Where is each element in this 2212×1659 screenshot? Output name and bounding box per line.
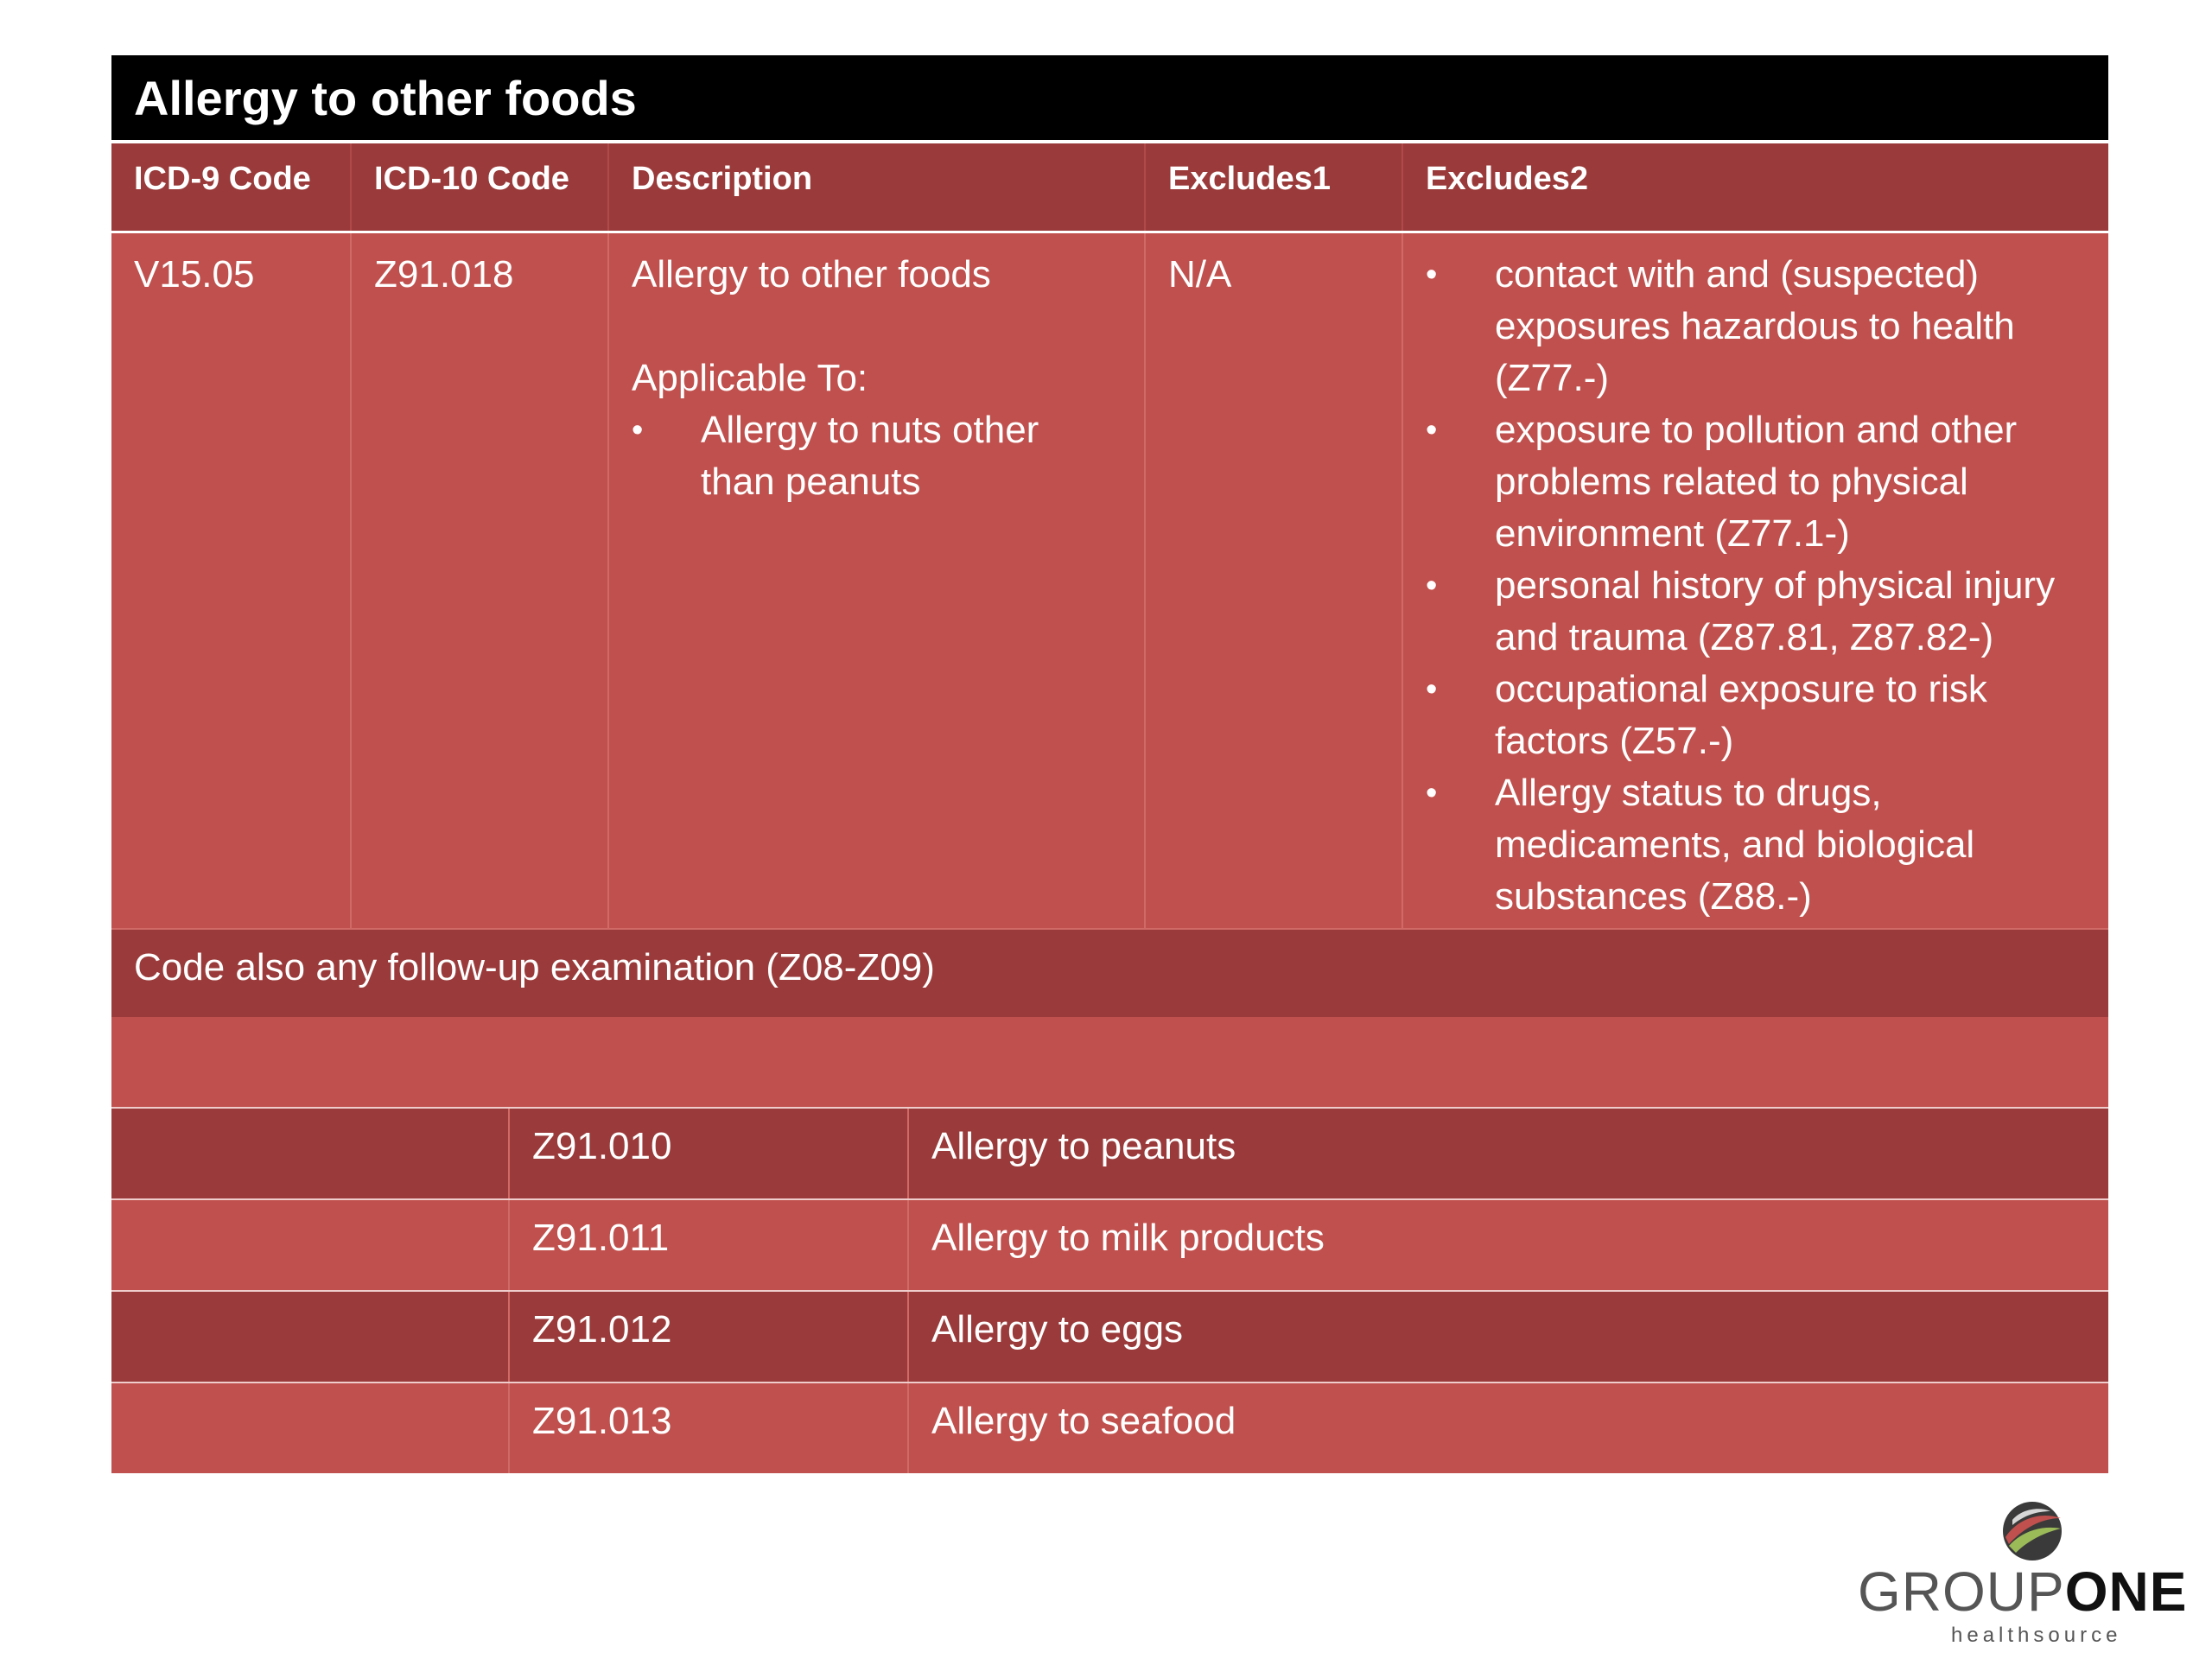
sub-code: Z91.010: [510, 1109, 909, 1198]
excludes2-item: contact with and (suspected) exposures h…: [1426, 249, 2086, 404]
sub-blank-cell: [111, 1200, 510, 1290]
allergy-table: Allergy to other foods ICD-9 Code ICD-10…: [111, 55, 2108, 1473]
excludes2-item: exposure to pollution and other problems…: [1426, 404, 2086, 560]
excludes2-item: personal history of physical injury and …: [1426, 560, 2086, 664]
applicable-label: Applicable To:: [632, 357, 868, 399]
cell-icd9: V15.05: [111, 233, 352, 928]
spacer-row: [111, 1017, 2108, 1107]
header-icd9: ICD-9 Code: [111, 143, 352, 231]
applicable-list: Allergy to nuts other than peanuts: [632, 404, 1122, 508]
header-icd10: ICD-10 Code: [352, 143, 609, 231]
table-title: Allergy to other foods: [111, 55, 2108, 143]
code-also-note: Code also any follow-up examination (Z08…: [111, 928, 2108, 1017]
groupone-logo: GROUPONE healthsource: [1858, 1499, 2203, 1647]
table-row: Z91.012 Allergy to eggs: [111, 1290, 2108, 1382]
cell-icd10: Z91.018: [352, 233, 609, 928]
header-excludes1: Excludes1: [1146, 143, 1403, 231]
table-row: Z91.010 Allergy to peanuts: [111, 1107, 2108, 1198]
excludes2-item: Allergy status to drugs, medicaments, an…: [1426, 767, 2086, 923]
logo-wordmark: GROUPONE: [1858, 1560, 2187, 1624]
table-row: Z91.011 Allergy to milk products: [111, 1198, 2108, 1290]
sub-code: Z91.011: [510, 1200, 909, 1290]
globe-swoosh-icon: [2003, 1502, 2062, 1560]
sub-description: Allergy to milk products: [909, 1200, 2108, 1290]
logo-text-bold: ONE: [2064, 1560, 2188, 1623]
logo-subtext: healthsource: [1951, 1624, 2122, 1647]
excludes2-item: occupational exposure to risk factors (Z…: [1426, 664, 2086, 767]
cell-description: Allergy to other foods Applicable To: Al…: [609, 233, 1146, 928]
description-text: Allergy to other foods: [632, 253, 991, 296]
sub-blank-cell: [111, 1292, 510, 1382]
table-row: Z91.013 Allergy to seafood: [111, 1382, 2108, 1473]
header-description: Description: [609, 143, 1146, 231]
logo-text-light: GROUP: [1858, 1560, 2065, 1623]
applicable-item: Allergy to nuts other than peanuts: [632, 404, 1122, 508]
sub-blank-cell: [111, 1383, 510, 1473]
sub-blank-cell: [111, 1109, 510, 1198]
header-row: ICD-9 Code ICD-10 Code Description Exclu…: [111, 143, 2108, 233]
sub-description: Allergy to seafood: [909, 1383, 2108, 1473]
sub-code: Z91.012: [510, 1292, 909, 1382]
sub-description: Allergy to peanuts: [909, 1109, 2108, 1198]
main-row: V15.05 Z91.018 Allergy to other foods Ap…: [111, 233, 2108, 928]
header-excludes2: Excludes2: [1403, 143, 2108, 231]
cell-excludes1: N/A: [1146, 233, 1403, 928]
sub-description: Allergy to eggs: [909, 1292, 2108, 1382]
sub-code: Z91.013: [510, 1383, 909, 1473]
excludes2-list: contact with and (suspected) exposures h…: [1426, 249, 2086, 923]
cell-excludes2: contact with and (suspected) exposures h…: [1403, 233, 2108, 928]
